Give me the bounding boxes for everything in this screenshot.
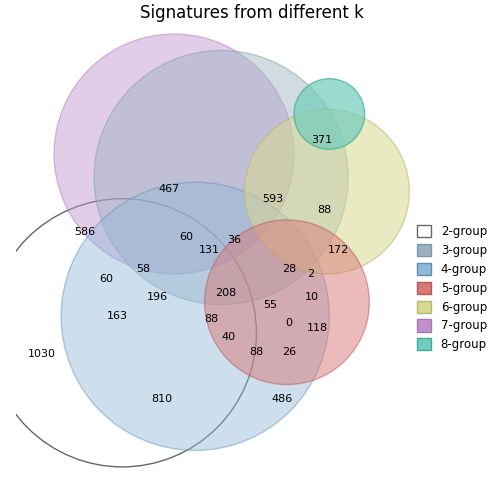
Text: 163: 163 xyxy=(107,311,128,322)
Circle shape xyxy=(54,34,294,274)
Text: 58: 58 xyxy=(137,264,151,274)
Circle shape xyxy=(244,109,409,274)
Circle shape xyxy=(294,79,364,149)
Text: 486: 486 xyxy=(272,394,293,404)
Text: 118: 118 xyxy=(307,323,328,333)
Text: 40: 40 xyxy=(221,333,235,343)
Text: 172: 172 xyxy=(328,245,349,256)
Text: 88: 88 xyxy=(249,347,264,357)
Text: 36: 36 xyxy=(227,235,241,244)
Circle shape xyxy=(205,220,369,385)
Text: 131: 131 xyxy=(199,245,220,256)
Text: 60: 60 xyxy=(99,274,113,284)
Text: 88: 88 xyxy=(205,313,219,324)
Text: 371: 371 xyxy=(311,135,332,145)
Legend: 2-group, 3-group, 4-group, 5-group, 6-group, 7-group, 8-group: 2-group, 3-group, 4-group, 5-group, 6-gr… xyxy=(414,221,490,355)
Text: 88: 88 xyxy=(318,206,332,215)
Text: 2: 2 xyxy=(307,269,314,279)
Text: 593: 593 xyxy=(262,194,283,204)
Circle shape xyxy=(61,182,329,451)
Text: 467: 467 xyxy=(159,184,180,194)
Text: 1030: 1030 xyxy=(28,349,56,359)
Text: 26: 26 xyxy=(282,347,296,357)
Text: 0: 0 xyxy=(285,319,292,329)
Text: 28: 28 xyxy=(282,264,296,274)
Text: 60: 60 xyxy=(179,232,193,242)
Text: 586: 586 xyxy=(74,227,95,236)
Text: 208: 208 xyxy=(215,288,236,298)
Text: 810: 810 xyxy=(152,394,173,404)
Text: 55: 55 xyxy=(264,299,278,309)
Text: 10: 10 xyxy=(305,292,319,302)
Title: Signatures from different k: Signatures from different k xyxy=(140,4,364,22)
Text: 196: 196 xyxy=(147,292,168,302)
Circle shape xyxy=(94,50,348,304)
